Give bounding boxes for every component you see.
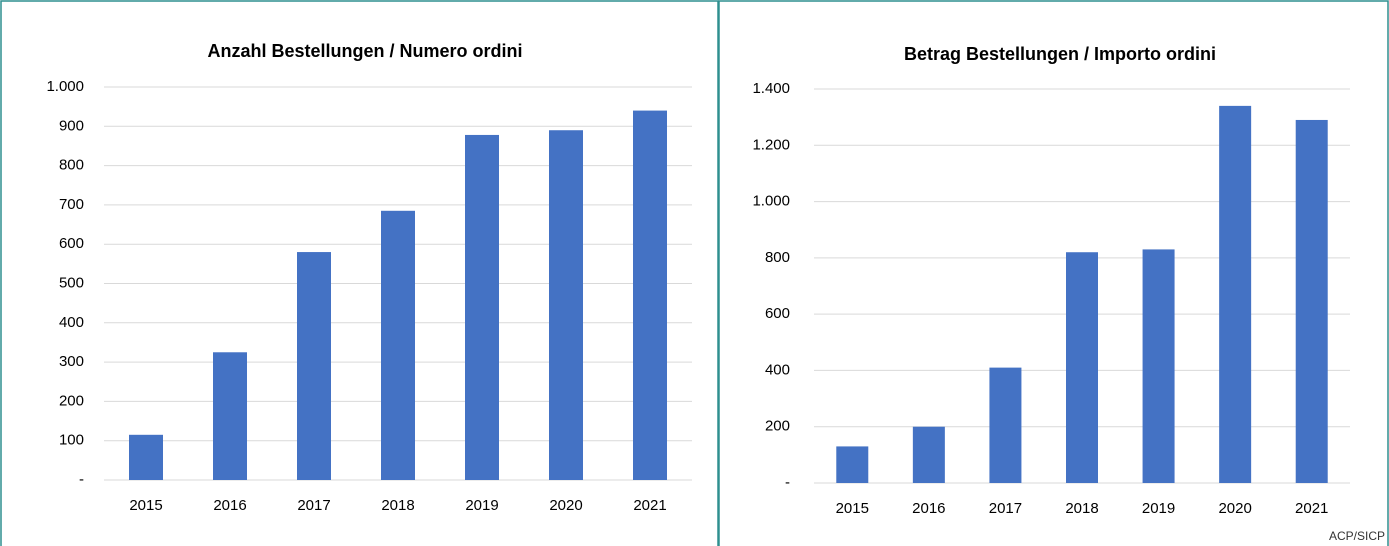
y-tick-label: 600 <box>765 305 790 322</box>
panel-border <box>718 0 1389 546</box>
x-tick-label: 2018 <box>1065 500 1098 517</box>
bar <box>633 110 667 480</box>
x-tick-label: 2015 <box>129 497 162 514</box>
y-tick-label: 200 <box>765 418 790 435</box>
y-tick-label: - <box>79 471 84 488</box>
x-tick-label: 2016 <box>213 497 246 514</box>
bar <box>1295 119 1328 483</box>
y-tick-label: 1.200 <box>752 136 790 153</box>
x-tick-label: 2018 <box>381 497 414 514</box>
x-tick-label: 2015 <box>836 500 869 517</box>
y-tick-label: 700 <box>59 196 84 213</box>
y-tick-label: 300 <box>59 353 84 370</box>
bar <box>989 367 1022 483</box>
y-tick-label: 1.400 <box>752 80 790 97</box>
y-tick-label: 600 <box>59 235 84 252</box>
source: ACP/SICP <box>1329 529 1385 543</box>
x-tick-label: 2020 <box>549 497 582 514</box>
chart-title: Anzahl Bestellungen / Numero ordini <box>207 41 522 61</box>
y-tick-label: 100 <box>59 432 84 449</box>
x-tick-label: 2020 <box>1218 500 1251 517</box>
y-tick-label: 1.000 <box>46 78 84 95</box>
x-tick-label: 2016 <box>912 500 945 517</box>
panel-border <box>0 0 719 546</box>
x-tick-label: 2021 <box>1295 500 1328 517</box>
y-tick-label: 1.000 <box>752 193 790 210</box>
y-tick-label: 400 <box>59 314 84 331</box>
x-tick-label: 2019 <box>465 497 498 514</box>
bar <box>1066 252 1098 483</box>
x-tick-label: 2021 <box>633 497 666 514</box>
bar <box>129 434 163 480</box>
bar <box>297 252 331 480</box>
y-tick-label: 800 <box>765 249 790 266</box>
x-tick-label: 2017 <box>989 500 1022 517</box>
bar <box>549 130 583 481</box>
chart-title: Betrag Bestellungen / Importo ordini <box>904 44 1216 64</box>
y-tick-label: 500 <box>59 274 84 291</box>
x-tick-label: 2017 <box>297 497 330 514</box>
bar <box>912 426 945 483</box>
x-tick-label: 2019 <box>1142 500 1175 517</box>
bar <box>381 210 415 481</box>
y-tick-label: 400 <box>765 361 790 378</box>
y-tick-label: 200 <box>59 392 84 409</box>
bar <box>213 352 247 480</box>
bar <box>1142 249 1175 483</box>
y-tick-label: 800 <box>59 157 84 174</box>
y-tick-label: - <box>785 474 790 491</box>
bar <box>1219 105 1252 483</box>
bar <box>836 446 869 483</box>
y-tick-label: 900 <box>59 117 84 134</box>
bar <box>465 134 499 481</box>
